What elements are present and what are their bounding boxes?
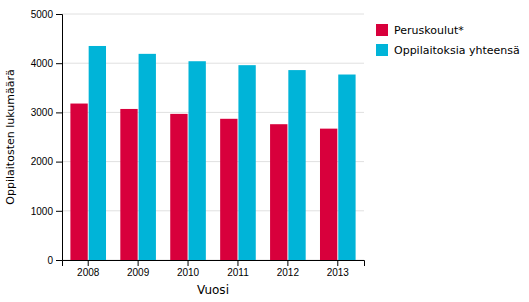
tick-mark: [56, 260, 62, 261]
bars: [70, 46, 355, 260]
tick-label: 2011: [227, 267, 249, 278]
grid: [62, 14, 364, 260]
tick: 1000: [31, 206, 62, 217]
series: [89, 46, 356, 260]
bar: [188, 61, 205, 260]
tick-label: 1000: [31, 206, 54, 217]
tick-label: 4000: [31, 58, 54, 69]
tick: 2012: [277, 260, 300, 278]
grid-line: [62, 14, 364, 15]
legend-item: Peruskoulut*: [376, 24, 464, 37]
bar: [238, 65, 255, 260]
legend-label: Peruskoulut*: [394, 24, 464, 37]
tick: 2011: [227, 260, 249, 278]
tick-mark: [88, 260, 89, 266]
tick-label: 3000: [31, 107, 54, 118]
axis-line: [63, 261, 365, 267]
tick-label: 2012: [277, 267, 300, 278]
tick-mark: [287, 260, 288, 266]
legend-swatch: [376, 44, 388, 56]
tick-mark: [237, 260, 238, 266]
tick-label: 2010: [177, 267, 200, 278]
tick-label: 2013: [327, 267, 350, 278]
tick: 2013: [327, 260, 350, 278]
bar: [139, 54, 156, 260]
grid-line: [62, 112, 364, 113]
bar: [338, 75, 355, 260]
tick: 4000: [31, 58, 62, 69]
grid-line: [62, 161, 364, 162]
tick: 2009: [127, 260, 150, 278]
y-axis: 0 1000 2000 3000 4000 5000: [31, 9, 63, 266]
bar: [320, 129, 337, 260]
bar: [120, 109, 137, 260]
tick-mark: [56, 14, 62, 15]
tick-label: 2000: [31, 156, 54, 167]
legend-label: Oppilaitoksia yhteensä: [394, 44, 520, 57]
legend: Peruskoulut* Oppilaitoksia yhteensä: [376, 24, 520, 57]
tick-mark: [138, 260, 139, 266]
grid-line: [62, 63, 364, 64]
grid-line: [62, 210, 364, 211]
tick-mark: [56, 112, 62, 113]
bar: [170, 114, 187, 260]
x-axis-title: Vuosi: [197, 283, 229, 297]
y-axis-title: Oppilaitosten lukumäärä: [4, 69, 17, 204]
tick-label: 2009: [127, 267, 150, 278]
bar: [220, 119, 237, 260]
bar: [89, 46, 106, 260]
tick: 2008: [77, 260, 100, 278]
bar: [70, 104, 87, 260]
tick: 5000: [31, 9, 62, 20]
tick: 2000: [31, 156, 62, 167]
tick: 2010: [177, 260, 200, 278]
tick-label: 2008: [77, 267, 100, 278]
tick-mark: [56, 162, 62, 163]
bar: [288, 70, 305, 260]
tick-label: 0: [47, 255, 53, 266]
tick: 0: [47, 255, 62, 266]
tick-mark: [56, 63, 62, 64]
tick-mark: [188, 260, 189, 266]
x-axis: 2008 2009 2010 2011 2012 2013: [63, 260, 365, 278]
plot: 0 1000 2000 3000 4000 5000 2008 2009 2010 2011 201…: [4, 9, 365, 297]
chart: 0 1000 2000 3000 4000 5000 2008 2009 2010 2011 201…: [0, 0, 529, 302]
tick-label: 5000: [31, 9, 54, 20]
legend-swatch: [376, 24, 388, 36]
legend-item: Oppilaitoksia yhteensä: [376, 44, 520, 57]
bar: [270, 124, 287, 260]
tick-mark: [56, 211, 62, 212]
axis-line: [56, 15, 63, 261]
tick-mark: [337, 260, 338, 266]
tick: 3000: [31, 107, 62, 118]
